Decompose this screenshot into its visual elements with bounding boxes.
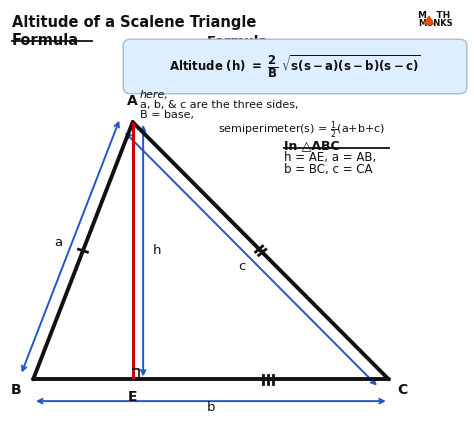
Text: Altitude of a Scalene Triangle: Altitude of a Scalene Triangle <box>12 15 256 30</box>
Text: C: C <box>397 383 408 397</box>
Text: M   TH: M TH <box>418 11 450 20</box>
Text: h: h <box>153 244 161 257</box>
Text: E: E <box>128 390 137 404</box>
Text: c: c <box>238 260 245 273</box>
Polygon shape <box>424 16 434 24</box>
Text: B: B <box>11 383 21 397</box>
Text: MONKS: MONKS <box>418 19 453 28</box>
Text: In △ABC: In △ABC <box>284 140 340 153</box>
FancyBboxPatch shape <box>123 39 467 94</box>
Text: B = base,: B = base, <box>140 110 194 120</box>
Text: a: a <box>55 236 63 249</box>
Text: Formula: Formula <box>12 33 79 48</box>
Text: Formula: Formula <box>206 35 268 48</box>
Text: A: A <box>128 94 138 108</box>
Text: h = AE, a = AB,: h = AE, a = AB, <box>284 151 377 164</box>
Text: semiperimeter(s) = $\frac{1}{2}$(a+b+c): semiperimeter(s) = $\frac{1}{2}$(a+b+c) <box>218 120 385 141</box>
Text: here,: here, <box>140 90 169 100</box>
Text: $\mathbf{Altitude\ (h)\ =\ \dfrac{2}{B}\ \sqrt{s(s-a)(s-b)(s-c)}}$: $\mathbf{Altitude\ (h)\ =\ \dfrac{2}{B}\… <box>169 53 421 80</box>
Text: b = BC, c = CA: b = BC, c = CA <box>284 163 373 176</box>
Text: b: b <box>207 401 215 414</box>
Text: a, b, & c are the three sides,: a, b, & c are the three sides, <box>140 100 298 110</box>
